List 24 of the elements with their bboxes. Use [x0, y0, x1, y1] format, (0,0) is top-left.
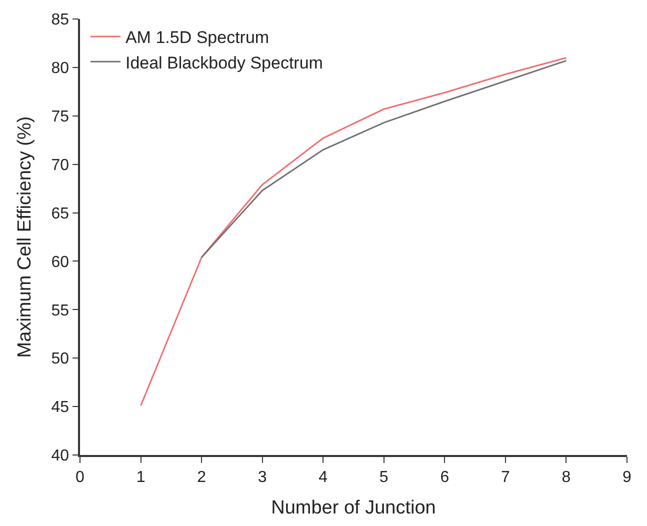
y-tick-label: 85 [51, 12, 70, 29]
x-axis-title: Number of Junction [271, 497, 436, 518]
x-tick-label: 7 [500, 468, 510, 486]
x-tick-label: 5 [379, 468, 388, 486]
y-tick-label: 60 [51, 254, 70, 271]
y-axis-title: Maximum Cell Efficiency (%) [14, 116, 36, 358]
y-tick-label: 45 [51, 399, 70, 416]
x-tick-label: 8 [562, 468, 571, 486]
x-tick-label: 3 [258, 468, 267, 486]
y-tick-label: 80 [51, 60, 70, 78]
y-tick-label: 50 [51, 350, 70, 368]
y-tick-label: 70 [51, 156, 70, 174]
y-tick-label: 55 [51, 302, 70, 320]
x-tick-label: 4 [318, 468, 328, 486]
x-tick-label: 2 [197, 468, 206, 486]
x-tick-label: 0 [76, 468, 85, 486]
legend-label: Ideal Blackbody Spectrum [125, 53, 323, 72]
y-tick-label: 75 [51, 108, 70, 126]
y-tick-label: 40 [51, 448, 70, 465]
legend-label: AM 1.5D Spectrum [125, 28, 270, 48]
x-tick-label: 6 [440, 468, 450, 486]
y-tick-label: 65 [51, 205, 70, 222]
x-tick-label: 1 [136, 468, 146, 486]
x-tick-label: 9 [622, 468, 632, 486]
